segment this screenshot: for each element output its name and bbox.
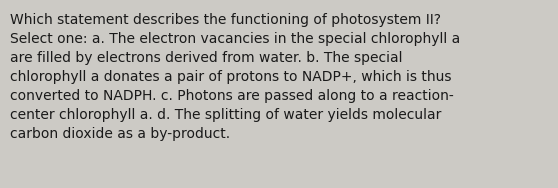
Text: Which statement describes the functioning of photosystem II?
Select one: a. The : Which statement describes the functionin… (10, 13, 460, 141)
